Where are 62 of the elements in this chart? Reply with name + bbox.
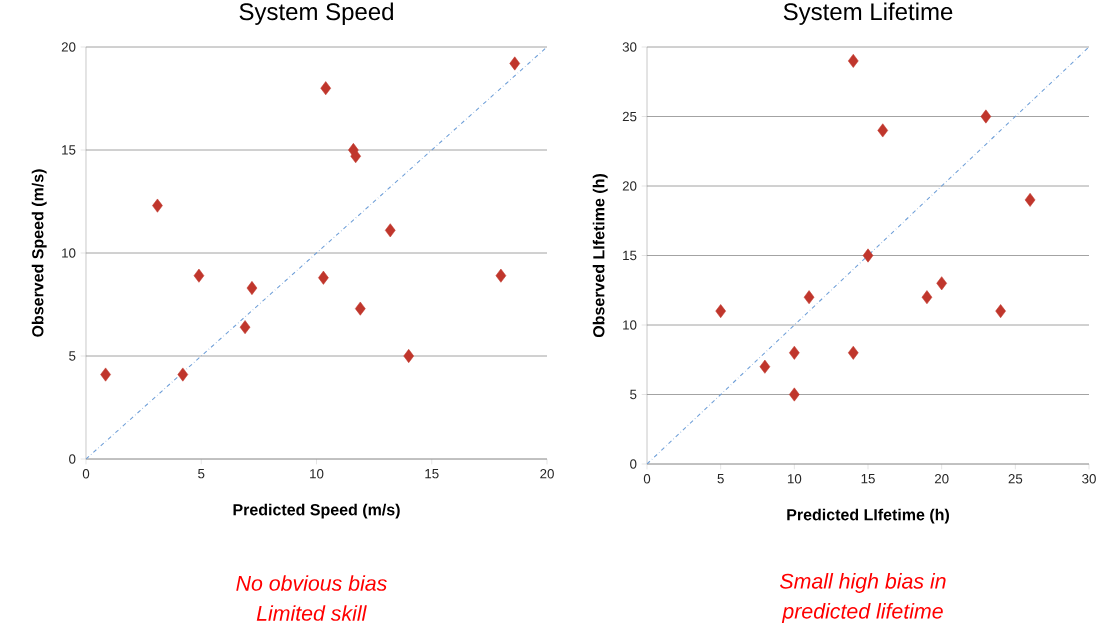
- x-tick-label: 25: [1008, 474, 1023, 484]
- y-tick-label: 15: [623, 250, 637, 261]
- point: [246, 281, 258, 295]
- y-tick-label: 30: [622, 42, 637, 52]
- x-tick-label: 10: [787, 474, 802, 484]
- x-axis-title: Predicted Speed (m/s): [233, 503, 400, 519]
- y-tick-label: 10: [62, 248, 76, 258]
- point: [848, 345, 859, 360]
- x-tick-label: 20: [934, 474, 949, 484]
- x-tick-label: 15: [425, 469, 439, 479]
- point: [495, 268, 507, 283]
- point: [177, 367, 189, 382]
- point: [1024, 192, 1036, 207]
- point: [848, 53, 859, 68]
- x-tick-label: 0: [643, 474, 651, 484]
- point: [803, 290, 815, 305]
- y-tick-label: 20: [622, 181, 637, 191]
- x-tick-label: 30: [1082, 474, 1096, 484]
- x-tick-label: 20: [540, 469, 554, 479]
- y-tick-label: 10: [623, 320, 637, 330]
- point: [318, 270, 329, 285]
- point: [320, 81, 331, 96]
- point: [384, 223, 396, 238]
- y-tick-label: 25: [622, 111, 637, 122]
- point: [350, 149, 361, 164]
- point: [789, 387, 800, 402]
- x-tick-label: 0: [82, 469, 90, 479]
- chart-title: System Speed: [239, 2, 393, 25]
- x-tick-label: 5: [198, 469, 205, 479]
- y-tick-label: 15: [62, 145, 76, 155]
- y-tick-label: 5: [69, 351, 76, 361]
- point: [355, 301, 366, 316]
- point: [862, 248, 874, 263]
- y-axis-title: Observed Speed (m/s): [31, 169, 47, 337]
- point: [509, 56, 520, 71]
- x-tick-label: 5: [717, 474, 724, 484]
- point: [936, 276, 947, 291]
- text: No obvious bias: [236, 575, 387, 591]
- x-axis-title: Predicted LIfetime (h): [787, 508, 949, 524]
- chart-title: System Lifetime: [783, 2, 953, 25]
- point: [239, 320, 251, 335]
- point: [152, 198, 163, 213]
- point: [921, 290, 933, 305]
- y-tick-label: 0: [630, 459, 637, 469]
- x-tick-label: 10: [310, 469, 324, 479]
- y-tick-label: 0: [69, 454, 76, 464]
- text: Small high bias in: [780, 573, 946, 593]
- point: [789, 345, 800, 360]
- x-tick-label: 15: [861, 474, 875, 484]
- text: predicted lifetime: [781, 603, 943, 623]
- point: [100, 367, 111, 382]
- point: [715, 304, 726, 319]
- y-tick-label: 20: [61, 42, 76, 52]
- text: Limited skill: [256, 605, 367, 621]
- y-axis-title: Observed LIfetime (h): [592, 174, 608, 338]
- point: [995, 304, 1006, 319]
- point: [193, 268, 205, 283]
- point: [877, 123, 889, 138]
- y-tick-label: 5: [630, 389, 637, 400]
- point: [759, 359, 771, 374]
- point: [980, 109, 992, 124]
- point: [403, 349, 414, 363]
